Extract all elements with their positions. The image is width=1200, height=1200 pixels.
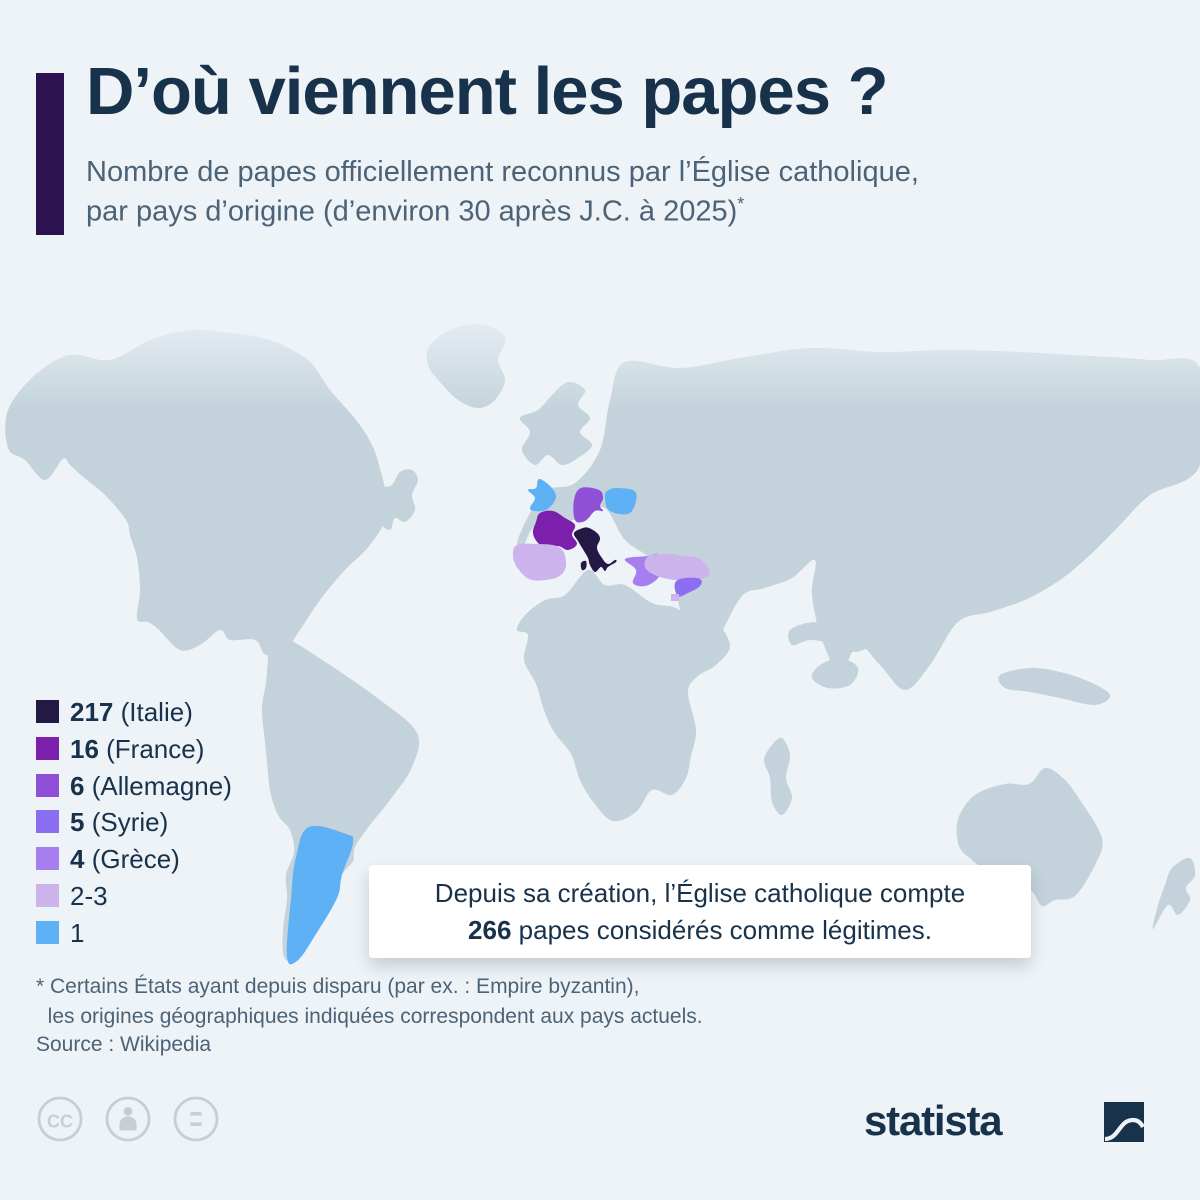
svg-text:statista: statista (864, 1098, 1003, 1144)
svg-text:CC: CC (47, 1112, 73, 1132)
